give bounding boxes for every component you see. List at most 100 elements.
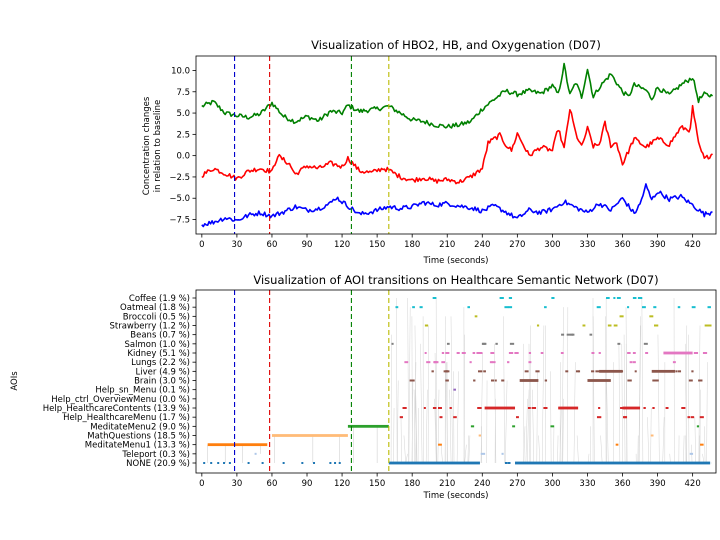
aoi-segment-7 — [663, 351, 693, 355]
aoi-segment-8 — [599, 369, 623, 373]
transition-line — [397, 380, 399, 464]
aoi-point — [461, 352, 466, 354]
transition-line — [647, 417, 650, 464]
aoi-point — [652, 379, 656, 382]
aoi-point — [438, 443, 442, 446]
aoi-point — [643, 342, 648, 345]
aoi-point — [536, 324, 540, 327]
aoi-point — [399, 416, 403, 419]
transition-line — [573, 362, 576, 464]
bottom-x-tick-label: 270 — [509, 479, 525, 489]
aoi-point — [620, 407, 624, 409]
aoi-point — [619, 315, 624, 318]
top-x-tick-label: 240 — [474, 240, 490, 250]
transition-line — [542, 325, 545, 464]
transition-line — [698, 325, 701, 464]
top-x-tick-label: 150 — [369, 240, 385, 250]
transition-line — [425, 389, 428, 464]
aoi-point — [504, 462, 508, 464]
aoi-point — [591, 352, 595, 354]
aoi-point-early-8 — [301, 462, 304, 464]
aoi-point — [566, 333, 571, 336]
aoi-point — [501, 379, 505, 382]
aoi-point — [483, 370, 486, 373]
top-x-tick-label: 300 — [544, 240, 560, 250]
bottom-chart-title: Visualization of AOI transitions on Heal… — [253, 273, 658, 287]
aoi-point — [677, 370, 682, 373]
aoi-point — [650, 434, 654, 437]
transition-line — [400, 417, 402, 464]
transition-line — [662, 417, 665, 464]
aoi-category-label: Beans (0.7 %) — [130, 331, 190, 341]
aoi-point — [691, 306, 696, 309]
aoi-point — [707, 324, 712, 327]
aoi-point-early-0 — [203, 462, 206, 464]
aoi-point — [432, 407, 437, 409]
aoi-point — [494, 379, 497, 382]
top-y-axis-label-line2: in relation to baseline — [153, 100, 163, 192]
aoi-category-label: Brain (3.0 %) — [134, 377, 190, 387]
aoi-point — [409, 379, 414, 382]
transition-line — [592, 316, 595, 464]
aoi-category-label: MeditateMenu1 (13.3 %) — [85, 441, 190, 451]
top-y-tick-label: 5.0 — [176, 109, 190, 119]
aoi-point — [654, 324, 659, 327]
aoi-segment-4 — [622, 406, 641, 410]
aoi-point — [491, 361, 496, 364]
aoi-point — [681, 407, 686, 409]
aoi-point — [507, 462, 510, 464]
aoi-segment-6 — [515, 461, 711, 465]
aoi-point — [652, 407, 655, 409]
aoi-point — [607, 324, 612, 327]
aoi-point — [698, 379, 703, 382]
transition-line — [407, 297, 409, 464]
aoi-segment-0 — [207, 443, 268, 447]
aoi-point — [424, 352, 427, 354]
aoi-point-teleport — [254, 452, 257, 455]
aoi-point — [613, 297, 616, 299]
aoi-point — [596, 306, 601, 309]
aoi-point — [637, 297, 641, 299]
aoi-point-early-11 — [334, 462, 337, 464]
aoi-point — [443, 370, 449, 373]
transition-line — [420, 343, 423, 464]
aoi-point — [445, 379, 449, 382]
transition-line — [638, 325, 642, 464]
transition-line — [413, 389, 416, 464]
aoi-point-early-1 — [210, 462, 213, 464]
aoi-point — [700, 443, 704, 446]
bottom-y-axis-label: AOIs — [10, 371, 20, 391]
bottom-y-axis: Coffee (1.9 %)Oatmeal (1.8 %)Broccoli (0… — [43, 294, 196, 469]
aoi-point — [516, 416, 519, 419]
bottom-x-tick-label: 420 — [685, 479, 701, 489]
transition-line — [685, 325, 688, 464]
aoi-point — [514, 352, 519, 354]
aoi-point — [589, 333, 593, 336]
aoi-point — [690, 416, 695, 419]
aoi-point — [477, 407, 482, 409]
transition-line — [557, 435, 559, 464]
bottom-plot-area — [203, 290, 712, 473]
transition-line — [706, 362, 708, 464]
transition-line — [694, 417, 696, 464]
aoi-point — [550, 425, 555, 428]
top-x-tick-label: 0 — [199, 240, 204, 250]
top-x-axis-label: Time (seconds) — [423, 256, 489, 266]
top-y-tick-label: −5.0 — [169, 194, 190, 204]
aoi-point — [634, 370, 637, 373]
aoi-point — [598, 352, 601, 354]
aoi-point — [528, 361, 532, 364]
aoi-point — [632, 352, 636, 354]
aoi-point — [654, 379, 659, 382]
aoi-point — [645, 352, 649, 354]
transition-line — [532, 389, 535, 464]
aoi-point — [687, 416, 691, 419]
aoi-point — [560, 352, 564, 354]
bottom-x-axis-label: Time (seconds) — [423, 491, 489, 501]
aoi-point — [688, 379, 693, 382]
aoi-point — [623, 416, 627, 419]
top-y-tick-label: −2.5 — [169, 173, 190, 183]
aoi-point — [595, 370, 600, 373]
aoi-point — [591, 370, 595, 373]
